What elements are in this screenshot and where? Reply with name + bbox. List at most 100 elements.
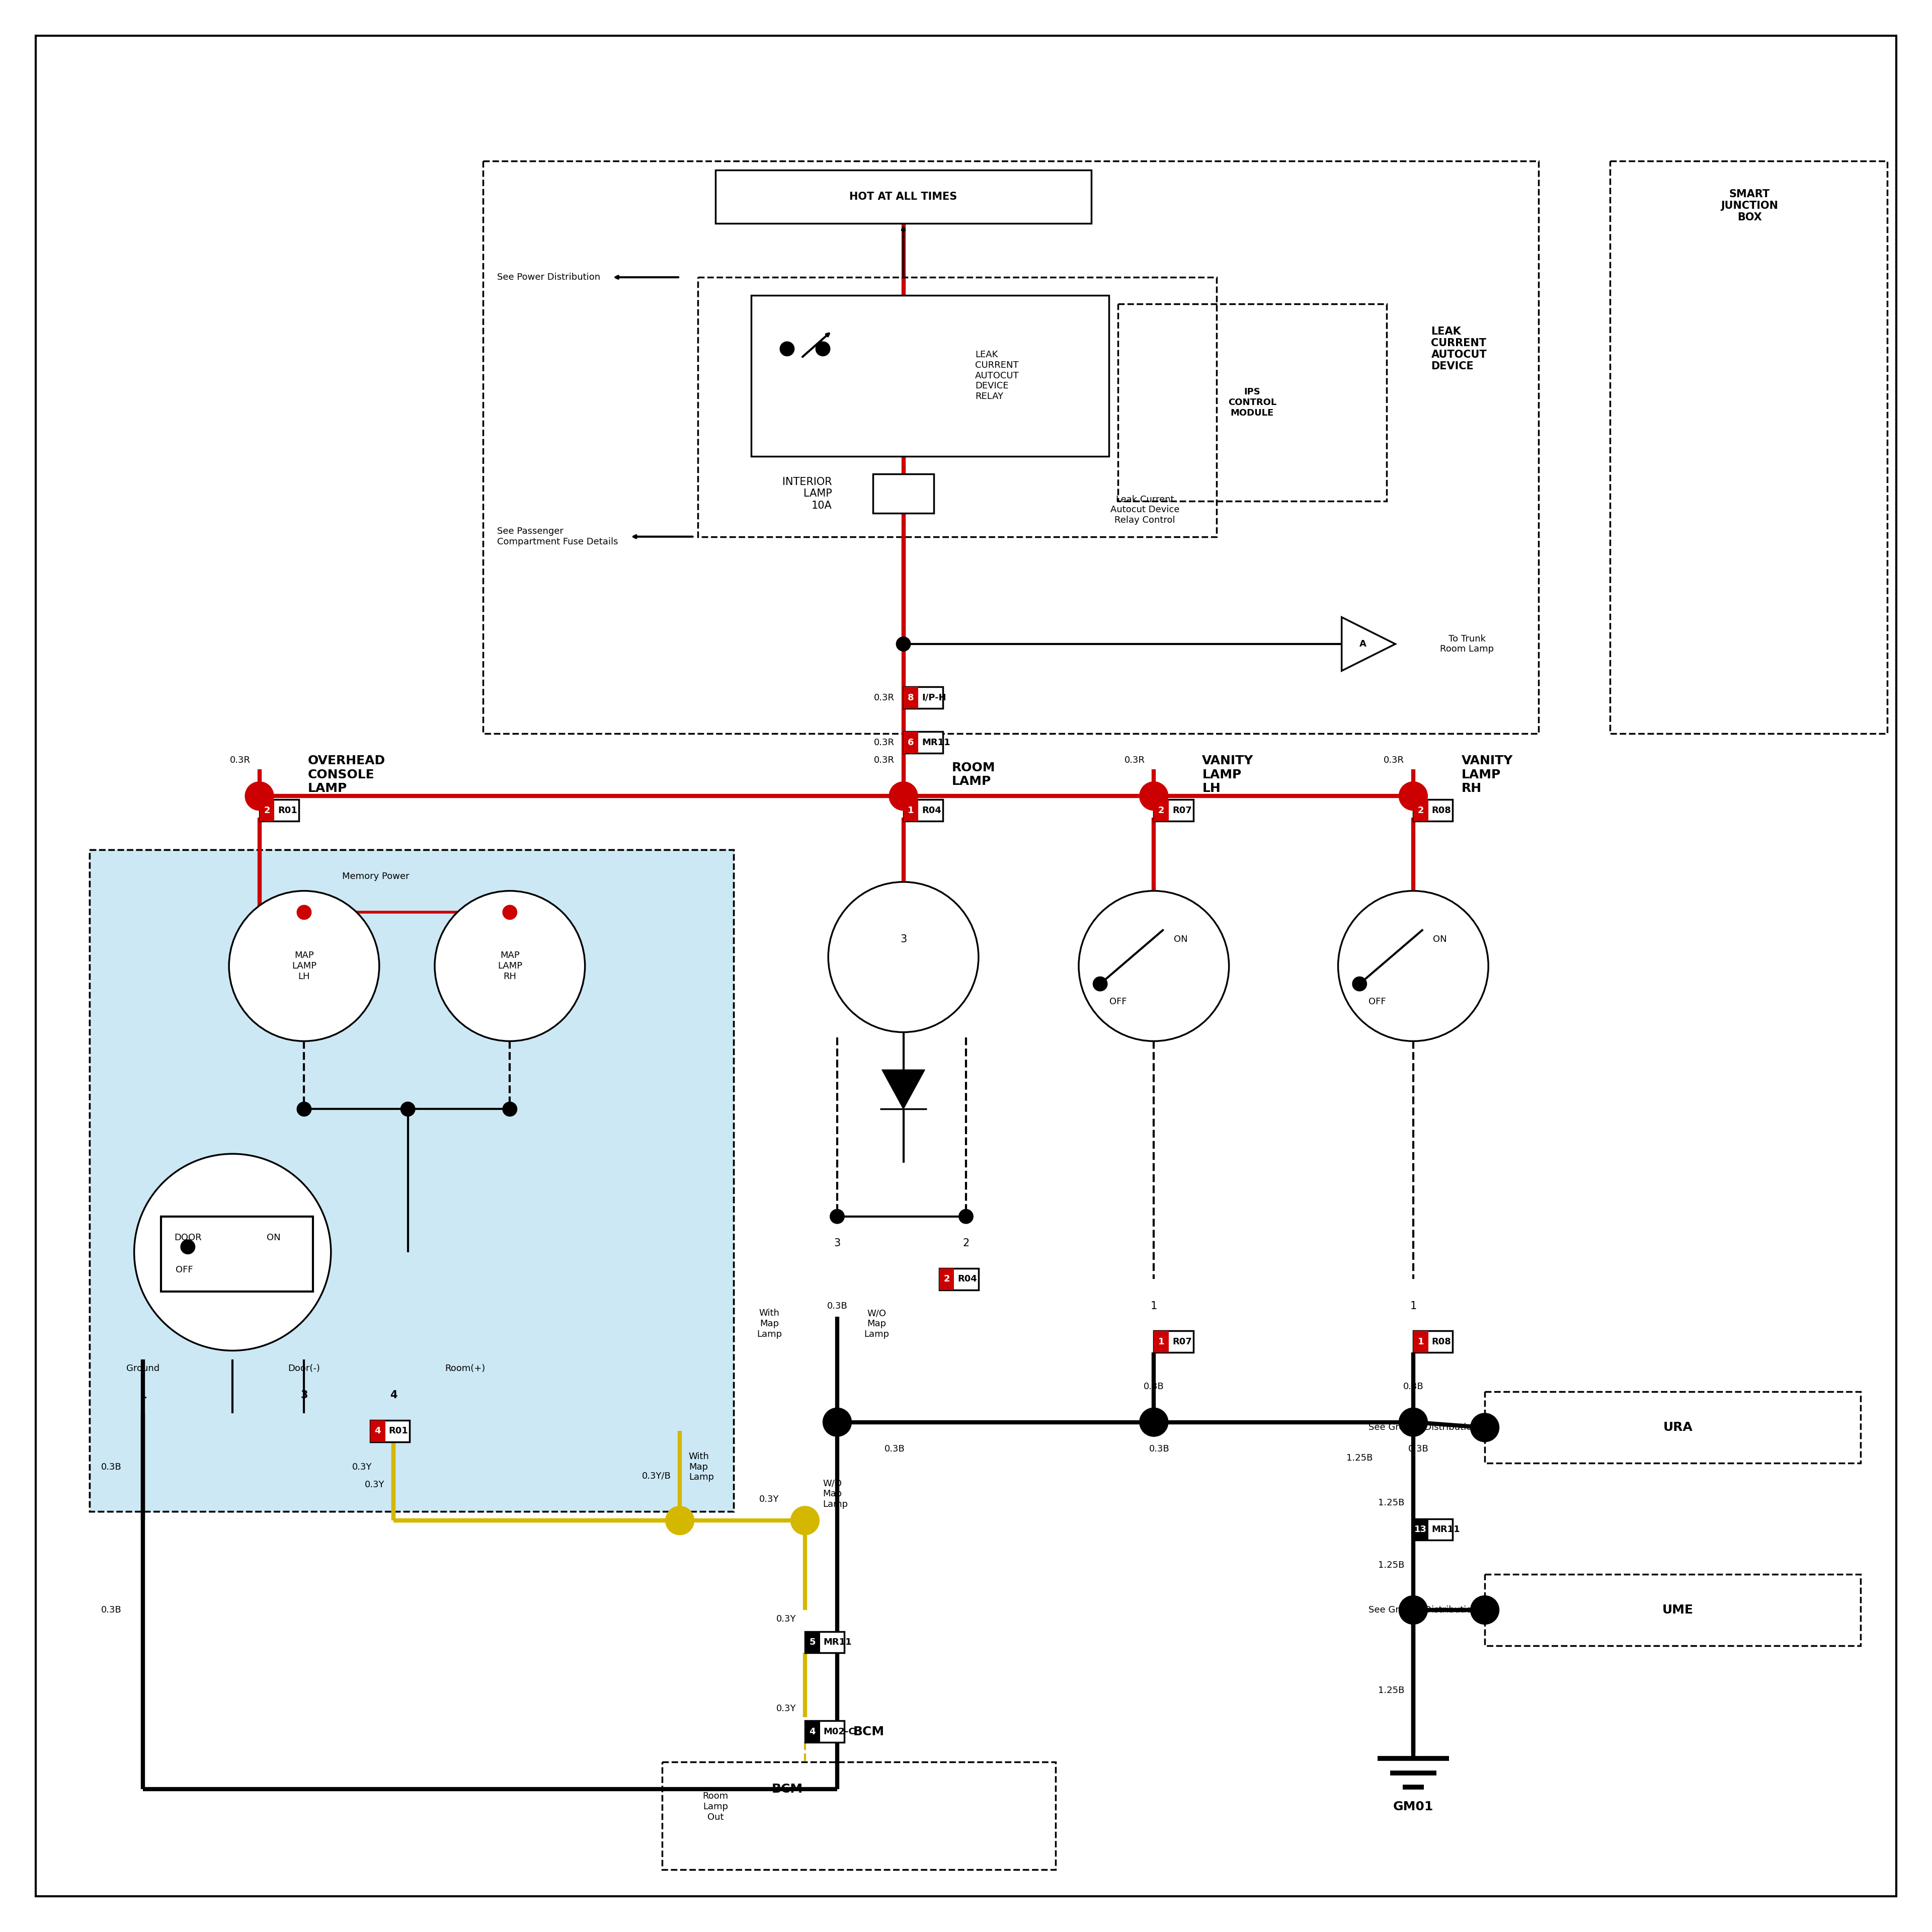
Circle shape <box>790 1507 819 1534</box>
Text: A: A <box>1360 639 1366 649</box>
Circle shape <box>1470 1412 1499 1441</box>
Text: ON: ON <box>1434 935 1447 943</box>
Text: 6: 6 <box>908 738 914 748</box>
Text: 0.3B: 0.3B <box>885 1445 904 1453</box>
Text: R04: R04 <box>958 1275 978 1283</box>
Text: See Ground Distribution: See Ground Distribution <box>1368 1605 1478 1615</box>
Text: MR11: MR11 <box>823 1638 852 1646</box>
Text: URA: URA <box>1663 1422 1692 1434</box>
Text: MR11: MR11 <box>922 738 951 748</box>
Text: 3: 3 <box>900 935 906 945</box>
Text: 2: 2 <box>1418 806 1424 815</box>
Text: R08: R08 <box>1432 806 1451 815</box>
Bar <box>1412 1519 1428 1540</box>
Text: 0.3B: 0.3B <box>1403 1381 1424 1391</box>
Text: 1: 1 <box>1150 1300 1157 1312</box>
Text: 0.3Y: 0.3Y <box>777 1615 796 1623</box>
Text: 1: 1 <box>1418 1337 1424 1347</box>
Bar <box>371 1420 384 1441</box>
Text: 0.3Y: 0.3Y <box>365 1480 384 1490</box>
Text: See Power Distribution: See Power Distribution <box>497 272 601 282</box>
Circle shape <box>400 1101 415 1117</box>
Text: 1: 1 <box>908 806 914 815</box>
Text: 0.3R: 0.3R <box>873 694 895 701</box>
Bar <box>904 688 943 709</box>
Text: 5: 5 <box>810 1638 815 1646</box>
Text: 2: 2 <box>943 1275 951 1283</box>
Text: With
Map
Lamp: With Map Lamp <box>757 1308 782 1339</box>
Bar <box>939 1267 978 1291</box>
Bar <box>1412 800 1428 821</box>
Text: MAP
LAMP
RH: MAP LAMP RH <box>497 951 522 981</box>
Text: R08: R08 <box>1432 1337 1451 1347</box>
Text: LEAK
CURRENT
AUTOCUT
DEVICE
RELAY: LEAK CURRENT AUTOCUT DEVICE RELAY <box>976 350 1018 402</box>
Text: 1: 1 <box>139 1391 147 1401</box>
Bar <box>1412 800 1453 821</box>
Circle shape <box>1140 1408 1169 1437</box>
Text: See Ground Distribution: See Ground Distribution <box>1368 1424 1478 1432</box>
Text: IPS
CONTROL
MODULE: IPS CONTROL MODULE <box>1229 388 1277 417</box>
Text: ON: ON <box>1175 935 1188 943</box>
Bar <box>89 850 734 1511</box>
Text: 3: 3 <box>835 1238 840 1248</box>
Text: 0.3R: 0.3R <box>230 755 251 765</box>
Text: VANITY
LAMP
LH: VANITY LAMP LH <box>1202 755 1254 794</box>
Bar <box>939 1267 954 1291</box>
Bar <box>715 170 1092 224</box>
Bar <box>806 1721 844 1743</box>
Bar <box>1412 1331 1453 1352</box>
Text: 1.25B: 1.25B <box>1378 1561 1405 1571</box>
Text: 0.3R: 0.3R <box>1124 755 1146 765</box>
Bar <box>904 732 918 753</box>
Bar <box>806 1721 819 1743</box>
Text: 3: 3 <box>301 1391 307 1401</box>
Bar <box>873 473 933 514</box>
Circle shape <box>815 342 831 355</box>
Text: ROOM
LAMP: ROOM LAMP <box>952 761 995 788</box>
Circle shape <box>245 782 274 810</box>
Bar <box>1486 1391 1861 1463</box>
Bar <box>1119 303 1387 500</box>
Circle shape <box>1352 978 1366 991</box>
Text: W/O
Map
Lamp: W/O Map Lamp <box>864 1308 889 1339</box>
Circle shape <box>1399 782 1428 810</box>
Circle shape <box>896 638 910 651</box>
Circle shape <box>829 881 978 1032</box>
Text: VANITY
LAMP
RH: VANITY LAMP RH <box>1461 755 1513 794</box>
Bar <box>1486 1575 1861 1646</box>
Text: BCM: BCM <box>771 1783 802 1795</box>
Text: 0.3Y/B: 0.3Y/B <box>641 1472 670 1480</box>
Bar <box>904 732 943 753</box>
Text: 2: 2 <box>265 806 270 815</box>
Bar <box>160 1217 313 1293</box>
Text: 1: 1 <box>1410 1300 1416 1312</box>
Circle shape <box>1339 891 1488 1041</box>
Text: OVERHEAD
CONSOLE
LAMP: OVERHEAD CONSOLE LAMP <box>307 755 384 794</box>
Text: 1.25B: 1.25B <box>1378 1687 1405 1694</box>
Text: R07: R07 <box>1173 1337 1192 1347</box>
Circle shape <box>298 1101 311 1117</box>
Bar <box>904 800 943 821</box>
Text: To Trunk
Room Lamp: To Trunk Room Lamp <box>1439 634 1493 653</box>
Text: 1.25B: 1.25B <box>1378 1497 1405 1507</box>
Text: See Passenger
Compartment Fuse Details: See Passenger Compartment Fuse Details <box>497 527 618 547</box>
Text: Room(+): Room(+) <box>444 1364 485 1374</box>
Text: 2: 2 <box>962 1238 970 1248</box>
Bar <box>1609 160 1888 734</box>
Text: 0.3B: 0.3B <box>827 1302 848 1310</box>
Text: 13: 13 <box>1414 1524 1428 1534</box>
Text: UME: UME <box>1662 1604 1694 1615</box>
Text: OFF: OFF <box>1368 997 1385 1007</box>
Text: With
Map
Lamp: With Map Lamp <box>688 1451 715 1482</box>
Bar <box>904 688 918 709</box>
Circle shape <box>823 1408 852 1437</box>
Text: 8: 8 <box>908 694 914 701</box>
Text: Door(-): Door(-) <box>288 1364 321 1374</box>
Polygon shape <box>1341 616 1395 670</box>
Text: 0.3R: 0.3R <box>1383 755 1405 765</box>
Bar <box>1412 1519 1453 1540</box>
Text: 4: 4 <box>810 1727 815 1737</box>
Text: MAP
LAMP
LH: MAP LAMP LH <box>292 951 317 981</box>
Circle shape <box>502 906 518 920</box>
Bar <box>1153 1331 1194 1352</box>
